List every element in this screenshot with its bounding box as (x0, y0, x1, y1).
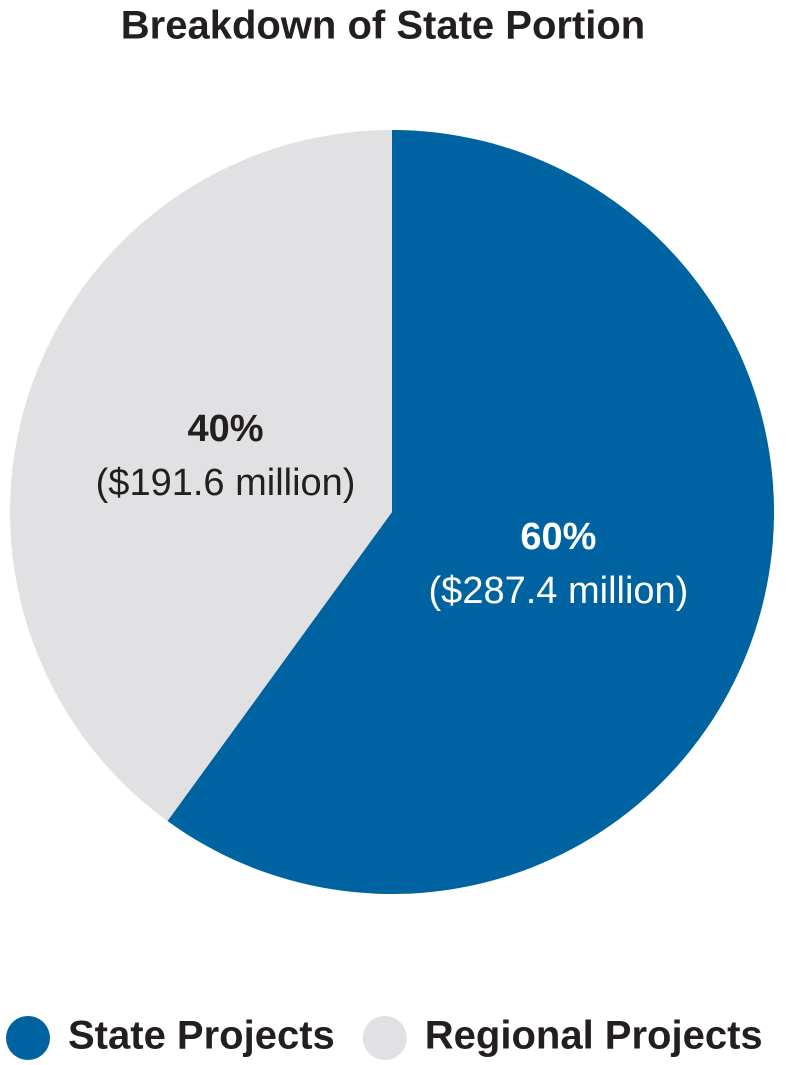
pie-slice (167, 130, 774, 894)
slice-amount-label: ($191.6 million) (96, 462, 356, 504)
chart-title: Breakdown of State Portion (121, 4, 646, 48)
legend-marker (362, 1016, 407, 1060)
slice-percent-label: 40% (188, 408, 264, 450)
legend-marker (6, 1016, 50, 1060)
slice-percent-label: 60% (520, 516, 596, 558)
pie-slice (10, 130, 393, 822)
legend-label: Regional Projects (425, 1014, 763, 1058)
slice-amount-label: ($287.4 million) (429, 570, 689, 612)
legend-label: State Projects (68, 1014, 335, 1058)
